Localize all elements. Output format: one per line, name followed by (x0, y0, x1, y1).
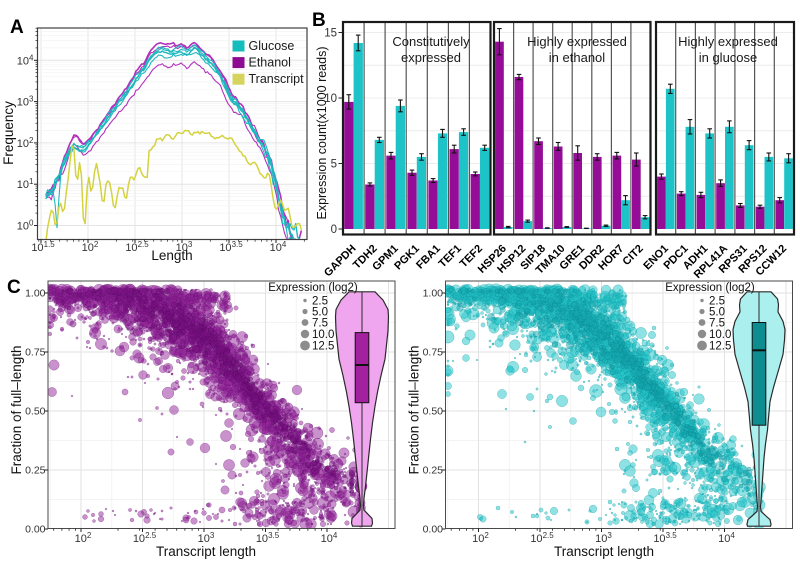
svg-text:Glucose: Glucose (249, 39, 295, 53)
svg-text:expressed: expressed (401, 50, 461, 65)
svg-text:10: 10 (324, 93, 337, 105)
svg-text:Expression count(x1000 reads): Expression count(x1000 reads) (315, 46, 329, 219)
svg-text:in ethanol: in ethanol (549, 50, 605, 65)
svg-text:0.75: 0.75 (25, 347, 46, 359)
svg-text:5: 5 (331, 159, 337, 171)
svg-text:C: C (7, 277, 21, 298)
svg-text:12.5: 12.5 (312, 341, 334, 353)
svg-text:Highly expressed: Highly expressed (527, 34, 627, 49)
svg-text:2.5: 2.5 (312, 296, 328, 308)
svg-text:B: B (312, 10, 326, 31)
svg-text:Length: Length (151, 248, 192, 263)
svg-text:Constitutively: Constitutively (392, 34, 470, 49)
svg-text:0.00: 0.00 (25, 524, 46, 536)
svg-text:0.25: 0.25 (25, 465, 46, 477)
svg-text:Transcript length: Transcript length (156, 544, 256, 559)
svg-text:5.0: 5.0 (312, 307, 328, 319)
svg-text:Transcript: Transcript (249, 72, 305, 86)
svg-text:0.50: 0.50 (25, 406, 46, 418)
svg-text:15: 15 (324, 28, 337, 40)
svg-text:Fraction of full–length: Fraction of full–length (9, 345, 24, 474)
svg-text:Frequency: Frequency (1, 101, 16, 165)
svg-text:0: 0 (331, 224, 337, 236)
svg-text:Ethanol: Ethanol (249, 56, 291, 70)
svg-text:A: A (10, 17, 24, 38)
svg-text:10.0: 10.0 (312, 329, 334, 341)
svg-text:Highly expressed: Highly expressed (678, 34, 778, 49)
svg-text:1.00: 1.00 (25, 288, 46, 300)
svg-text:in glucose: in glucose (699, 50, 758, 65)
svg-text:Expression (log2): Expression (log2) (268, 282, 358, 294)
svg-text:7.5: 7.5 (312, 318, 328, 330)
